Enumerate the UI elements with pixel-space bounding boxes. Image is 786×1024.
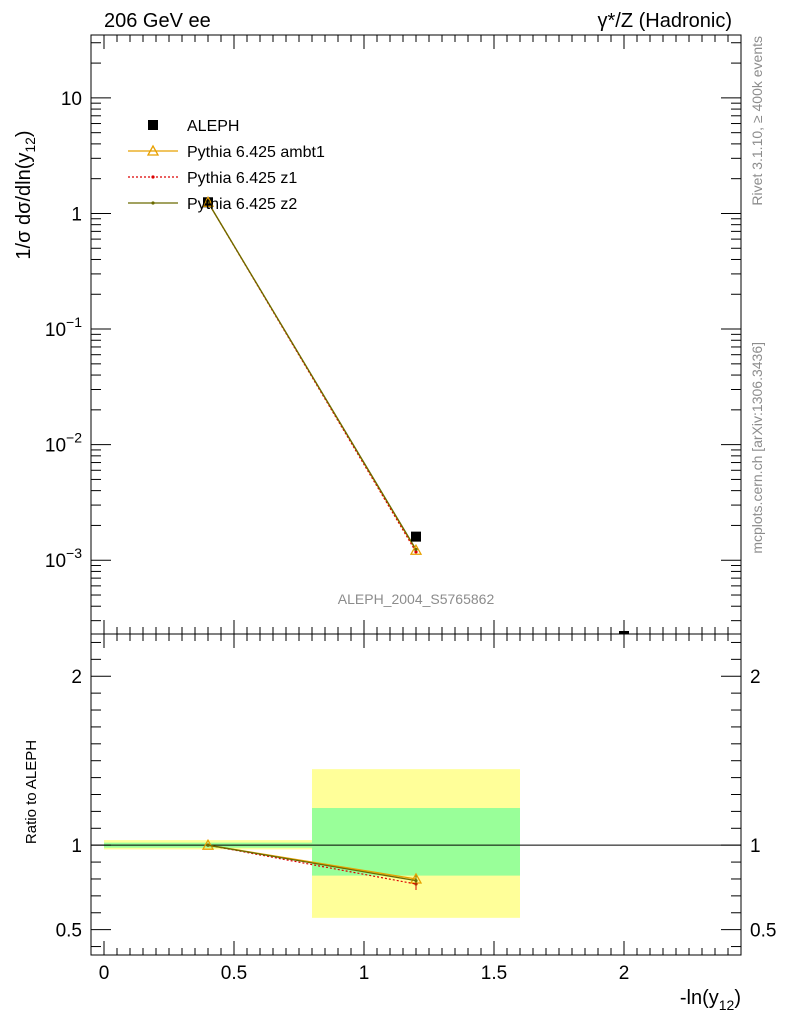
x-tick-label: 2 (619, 963, 630, 984)
main-y-tick-base: 10 (45, 320, 66, 341)
main-y-tick-exp: −3 (66, 545, 82, 561)
main-point-data-clipped (619, 631, 629, 634)
main-y-axis-title: 1/σ dσ/dln(y12) (13, 130, 38, 259)
rivet-label: Rivet 3.1.10, ≥ 400k events (749, 36, 765, 206)
ratio-panel: 0 0.5 1 1.5 2 0.5 0.5 1 1 2 2 (56, 633, 776, 984)
main-y-tick-label: 10 (61, 89, 82, 110)
ratio-point-z2 (414, 879, 418, 883)
main-point-data (411, 531, 421, 542)
main-point-ambt1 (201, 195, 215, 207)
legend-item-z2: Pythia 6.425 z2 (128, 196, 297, 213)
ratio-point-ambt1 (201, 838, 215, 850)
x-axis-title: -ln(y12) (680, 987, 741, 1013)
main-y-tick-base: 1 (71, 204, 82, 225)
energy-header: 206 GeV ee (104, 10, 211, 32)
ratio-band-inner-1 (312, 808, 520, 876)
main-y-tick-label: 10−3 (45, 545, 82, 572)
ratio-y-tick-label-right: 1 (750, 836, 761, 857)
legend-item-ambt1: Pythia 6.425 ambt1 (128, 144, 325, 161)
ratio-y-tick-label-left: 2 (71, 667, 82, 688)
legend-marker-z2 (151, 201, 155, 205)
main-y-axis-title-sub: 12 (22, 137, 38, 153)
legend-item-data: ALEPH (148, 118, 239, 135)
x-tick-label: 1 (359, 963, 370, 984)
x-tick-label: 1.5 (481, 963, 507, 984)
ratio-series-line-z1 (207, 844, 417, 885)
legend-item-z1: Pythia 6.425 z1 (128, 170, 297, 187)
legend-label-z2: Pythia 6.425 z2 (187, 196, 297, 213)
main-point-z2 (206, 200, 210, 204)
legend-marker-data (148, 120, 158, 130)
ratio-y-tick-label-left: 1 (71, 836, 82, 857)
ratio-y-tick-label-left: 0.5 (56, 921, 82, 942)
main-series-line-z2 (207, 201, 417, 550)
main-y-tick-label: 10−1 (45, 314, 82, 341)
ratio-y-axis-title: Ratio to ALEPH (23, 740, 40, 844)
analysis-id: ALEPH_2004_S5765862 (338, 591, 495, 607)
main-y-axis-title-close: ) (13, 130, 35, 137)
x-tick-label: 0.5 (221, 963, 247, 984)
ratio-series-line-z2 (207, 844, 417, 882)
legend-marker-ambt1 (146, 144, 160, 156)
main-y-tick-base: 10 (45, 551, 66, 572)
x-tick-label: 0 (99, 963, 110, 984)
ratio-point-z2 (206, 843, 210, 847)
main-y-tick-base: 10 (61, 89, 82, 110)
x-axis-title-sub: 12 (719, 997, 735, 1013)
ratio-y-tick-label-right: 2 (750, 667, 761, 688)
legend: ALEPH Pythia 6.425 ambt1 Pythia 6.425 z1 Py… (128, 118, 325, 213)
legend-marker-z1 (151, 175, 155, 179)
main-y-tick-exp: −1 (66, 314, 82, 330)
main-point-z1 (414, 550, 418, 554)
process-header: γ*/Z (Hadronic) (598, 10, 732, 32)
mcplots-label: mcplots.cern.ch [arXiv:1306.3436] (749, 342, 765, 554)
main-y-tick-label: 10−2 (45, 430, 82, 457)
ratio-y-tick-label-right: 0.5 (750, 921, 776, 942)
main-y-tick-base: 10 (45, 436, 66, 457)
x-axis-title-close: ) (734, 987, 741, 1009)
x-axis-title-main: -ln(y (680, 987, 719, 1009)
main-point-z2 (414, 547, 418, 552)
legend-label-ambt1: Pythia 6.425 ambt1 (187, 144, 325, 161)
main-point-ambt1 (409, 543, 423, 555)
main-y-tick-exp: −2 (66, 430, 82, 446)
legend-label-data: ALEPH (187, 118, 239, 135)
main-y-axis-title-main: 1/σ dσ/dln(y (13, 153, 35, 260)
main-y-tick-label: 1 (71, 204, 82, 225)
legend-label-z1: Pythia 6.425 z1 (187, 170, 297, 187)
